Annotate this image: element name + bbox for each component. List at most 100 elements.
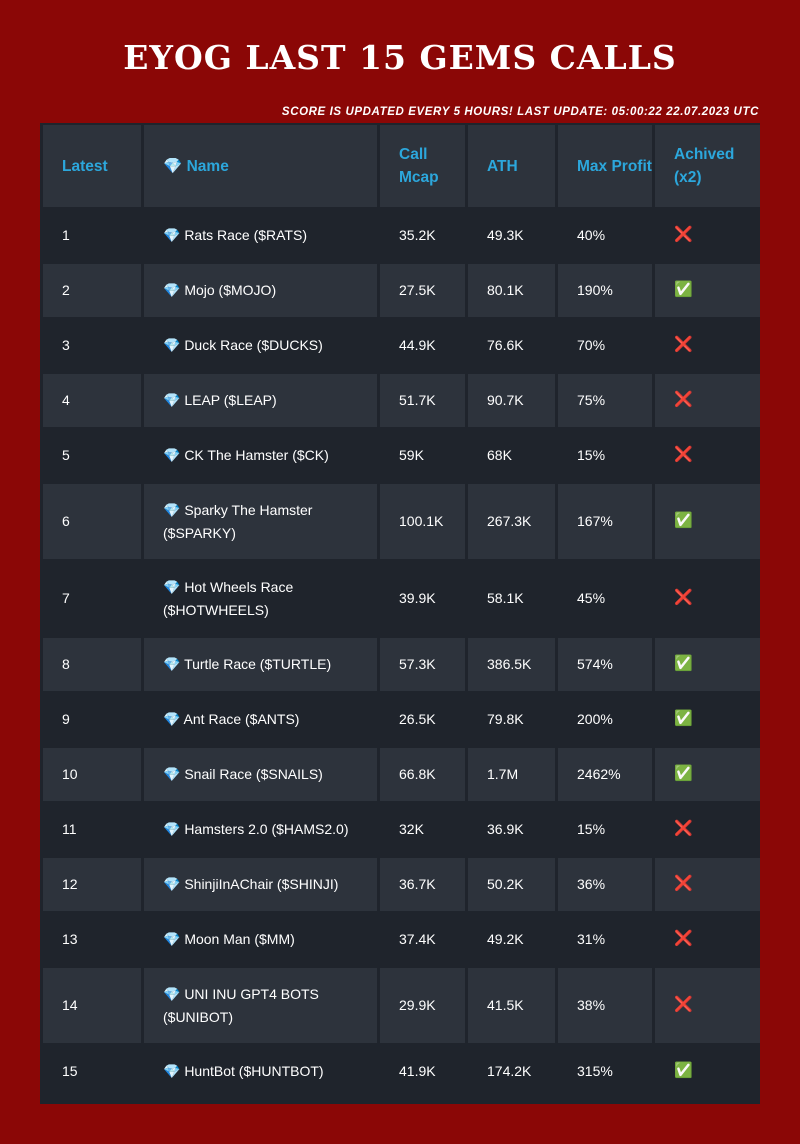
cell-call-mcap: 41.9K — [380, 1045, 465, 1098]
column-header-call-mcap[interactable]: Call Mcap — [380, 125, 465, 207]
cell-latest: 14 — [43, 968, 141, 1043]
cell-max-profit: 574% — [558, 638, 652, 691]
cell-call-mcap: 36.7K — [380, 858, 465, 911]
table-row: 15 💎 HuntBot ($HUNTBOT) 41.9K 174.2K 315% ✅ — [43, 1045, 760, 1098]
cell-call-mcap: 57.3K — [380, 638, 465, 691]
cell-max-profit: 315% — [558, 1045, 652, 1098]
cell-achived-status: ❌ — [655, 968, 760, 1043]
cell-max-profit: 190% — [558, 264, 652, 317]
cell-achived-status: ❌ — [655, 374, 760, 427]
cell-achived-status: ✅ — [655, 484, 760, 559]
cell-call-mcap: 35.2K — [380, 209, 465, 262]
cell-ath: 79.8K — [468, 693, 555, 746]
table-row: 13 💎 Moon Man ($MM) 37.4K 49.2K 31% ❌ — [43, 913, 760, 966]
cell-ath: 36.9K — [468, 803, 555, 856]
cell-latest: 3 — [43, 319, 141, 372]
cell-achived-status: ❌ — [655, 803, 760, 856]
cell-achived-status: ❌ — [655, 209, 760, 262]
cell-latest: 8 — [43, 638, 141, 691]
cell-call-mcap: 100.1K — [380, 484, 465, 559]
cell-max-profit: 15% — [558, 803, 652, 856]
cell-latest: 10 — [43, 748, 141, 801]
cell-max-profit: 15% — [558, 429, 652, 482]
cell-latest: 2 — [43, 264, 141, 317]
cell-name: 💎 CK The Hamster ($CK) — [144, 429, 377, 482]
cell-achived-status: ✅ — [655, 638, 760, 691]
cell-name: 💎 ShinjiInAChair ($SHINJI) — [144, 858, 377, 911]
cell-achived-status: ✅ — [655, 264, 760, 317]
cell-ath: 76.6K — [468, 319, 555, 372]
cell-name: 💎 Duck Race ($DUCKS) — [144, 319, 377, 372]
cell-name: 💎 HuntBot ($HUNTBOT) — [144, 1045, 377, 1098]
cell-call-mcap: 44.9K — [380, 319, 465, 372]
cell-ath: 49.3K — [468, 209, 555, 262]
cell-max-profit: 70% — [558, 319, 652, 372]
cell-ath: 41.5K — [468, 968, 555, 1043]
cell-name: 💎 Rats Race ($RATS) — [144, 209, 377, 262]
cell-max-profit: 45% — [558, 561, 652, 636]
cell-achived-status: ✅ — [655, 1045, 760, 1098]
cell-name: 💎 UNI INU GPT4 BOTS ($UNIBOT) — [144, 968, 377, 1043]
cell-call-mcap: 32K — [380, 803, 465, 856]
page-title: EYOG LAST 15 GEMS CALLS — [123, 38, 677, 77]
cell-call-mcap: 27.5K — [380, 264, 465, 317]
cell-call-mcap: 29.9K — [380, 968, 465, 1043]
cell-latest: 11 — [43, 803, 141, 856]
table-row: 6 💎 Sparky The Hamster ($SPARKY) 100.1K 267… — [43, 484, 760, 559]
cell-latest: 15 — [43, 1045, 141, 1098]
cell-achived-status: ✅ — [655, 748, 760, 801]
table-row: 1 💎 Rats Race ($RATS) 35.2K 49.3K 40% ❌ — [43, 209, 760, 262]
cell-max-profit: 200% — [558, 693, 652, 746]
cell-achived-status: ❌ — [655, 913, 760, 966]
cell-latest: 4 — [43, 374, 141, 427]
table-row: 8 💎 Turtle Race ($TURTLE) 57.3K 386.5K 574% ✅ — [43, 638, 760, 691]
table-row: 7 💎 Hot Wheels Race ($HOTWHEELS) 39.9K 58.1… — [43, 561, 760, 636]
cell-latest: 1 — [43, 209, 141, 262]
table-row: 12 💎 ShinjiInAChair ($SHINJI) 36.7K 50.2K 36… — [43, 858, 760, 911]
table-row: 11 💎 Hamsters 2.0 ($HAMS2.0) 32K 36.9K 15% ❌ — [43, 803, 760, 856]
column-header-achived[interactable]: Achived (x2) — [655, 125, 760, 207]
cell-name: 💎 LEAP ($LEAP) — [144, 374, 377, 427]
table-row: 14 💎 UNI INU GPT4 BOTS ($UNIBOT) 29.9K 41.5… — [43, 968, 760, 1043]
update-note: SCORE IS UPDATED EVERY 5 HOURS! LAST UPD… — [281, 106, 759, 118]
column-header-latest[interactable]: Latest — [43, 125, 141, 207]
cell-name: 💎 Hamsters 2.0 ($HAMS2.0) — [144, 803, 377, 856]
cell-max-profit: 36% — [558, 858, 652, 911]
cell-latest: 6 — [43, 484, 141, 559]
cell-achived-status: ✅ — [655, 693, 760, 746]
cell-ath: 58.1K — [468, 561, 555, 636]
column-header-ath[interactable]: ATH — [468, 125, 555, 207]
column-header-name[interactable]: 💎 Name — [144, 125, 377, 207]
cell-ath: 80.1K — [468, 264, 555, 317]
cell-call-mcap: 66.8K — [380, 748, 465, 801]
cell-ath: 49.2K — [468, 913, 555, 966]
cell-max-profit: 31% — [558, 913, 652, 966]
table-row: 3 💎 Duck Race ($DUCKS) 44.9K 76.6K 70% ❌ — [43, 319, 760, 372]
cell-call-mcap: 59K — [380, 429, 465, 482]
cell-name: 💎 Moon Man ($MM) — [144, 913, 377, 966]
cell-ath: 50.2K — [468, 858, 555, 911]
cell-max-profit: 75% — [558, 374, 652, 427]
cell-name: 💎 Sparky The Hamster ($SPARKY) — [144, 484, 377, 559]
table-row: 10 💎 Snail Race ($SNAILS) 66.8K 1.7M 2462% ✅ — [43, 748, 760, 801]
cell-achived-status: ❌ — [655, 858, 760, 911]
cell-name: 💎 Snail Race ($SNAILS) — [144, 748, 377, 801]
table-row: 2 💎 Mojo ($MOJO) 27.5K 80.1K 190% ✅ — [43, 264, 760, 317]
table-row: 4 💎 LEAP ($LEAP) 51.7K 90.7K 75% ❌ — [43, 374, 760, 427]
cell-ath: 267.3K — [468, 484, 555, 559]
table-header-row: Latest 💎 Name Call Mcap ATH Max Profit A… — [43, 125, 760, 207]
cell-ath: 174.2K — [468, 1045, 555, 1098]
cell-max-profit: 2462% — [558, 748, 652, 801]
cell-max-profit: 38% — [558, 968, 652, 1043]
column-header-max-profit[interactable]: Max Profit — [558, 125, 652, 207]
cell-max-profit: 40% — [558, 209, 652, 262]
cell-achived-status: ❌ — [655, 561, 760, 636]
cell-call-mcap: 26.5K — [380, 693, 465, 746]
cell-max-profit: 167% — [558, 484, 652, 559]
cell-call-mcap: 39.9K — [380, 561, 465, 636]
cell-name: 💎 Turtle Race ($TURTLE) — [144, 638, 377, 691]
cell-latest: 13 — [43, 913, 141, 966]
cell-latest: 7 — [43, 561, 141, 636]
cell-name: 💎 Hot Wheels Race ($HOTWHEELS) — [144, 561, 377, 636]
cell-call-mcap: 37.4K — [380, 913, 465, 966]
